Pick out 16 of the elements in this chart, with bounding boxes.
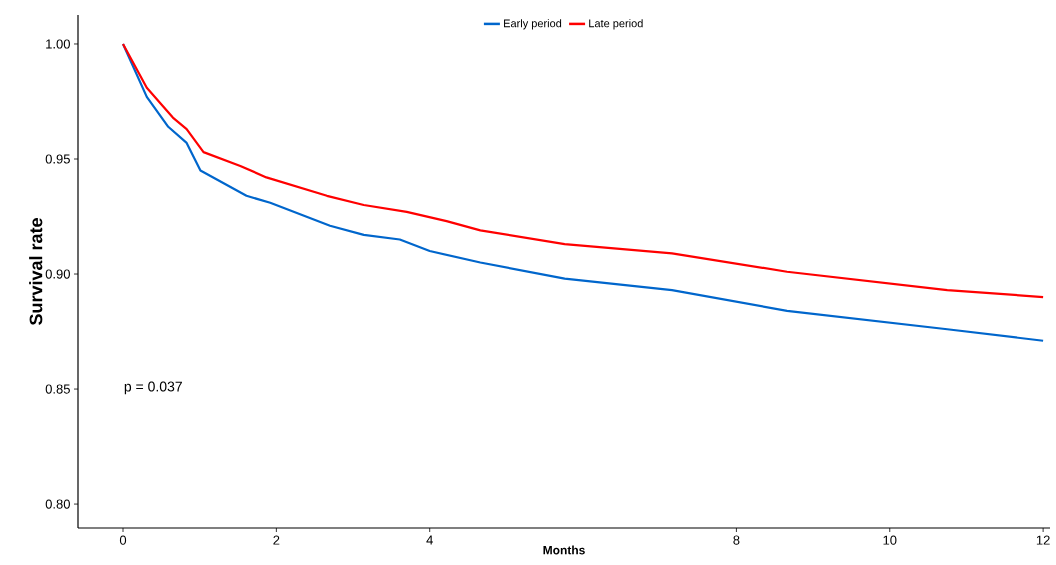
x-tick-label: 0	[119, 535, 127, 545]
y-axis-title: Survival rate	[29, 218, 43, 326]
legend-label: Early period	[504, 19, 562, 30]
y-tick-label: 0.95	[45, 154, 70, 164]
y-tick-label: 0.90	[45, 269, 70, 279]
x-tick-label: 12	[1036, 535, 1050, 545]
x-tick-label: 10	[883, 535, 897, 545]
x-tick-label: 2	[273, 535, 280, 545]
legend-label: Late period	[589, 19, 643, 30]
y-tick-label: 1.00	[46, 39, 70, 49]
x-axis-title: Months	[543, 545, 585, 555]
y-tick-label: 0.80	[45, 499, 70, 509]
x-tick-label: 8	[733, 535, 740, 545]
y-tick-label: 0.85	[45, 384, 70, 394]
x-tick-label: 4	[426, 535, 433, 545]
annotation: p = 0.037	[124, 381, 182, 395]
